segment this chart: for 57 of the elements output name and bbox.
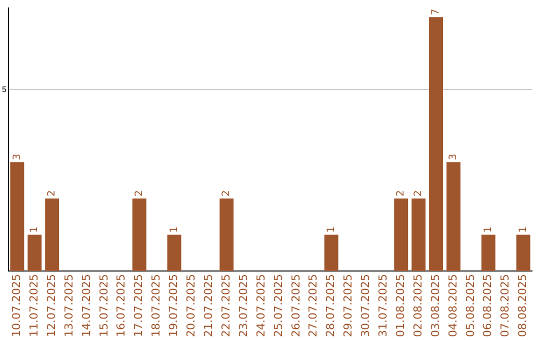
x-tick-label: 03.08.2025	[428, 274, 442, 338]
x-tick-label: 14.07.2025	[80, 274, 93, 338]
x-tick-label: 17.07.2025	[132, 274, 146, 338]
y-tick-label: 5	[2, 84, 7, 94]
data-label: 1	[168, 226, 180, 233]
data-label: 2	[413, 190, 424, 196]
data-label: 2	[396, 190, 407, 196]
x-tick-label: 24.07.2025	[254, 274, 268, 338]
x-tick-label: 04.08.2025	[446, 274, 460, 338]
x-tick-label: 31.07.2025	[376, 274, 390, 338]
data-label: 1	[482, 226, 494, 233]
bar	[28, 234, 42, 272]
x-tick-label: 05.08.2025	[464, 274, 477, 338]
x-tick-label: 20.07.2025	[184, 274, 198, 338]
x-tick-label: 01.08.2025	[394, 274, 407, 338]
data-label: 3	[12, 154, 23, 160]
x-tick-label: 18.07.2025	[150, 274, 163, 338]
x-tick-label: 15.07.2025	[97, 274, 110, 338]
x-tick-label: 08.08.2025	[516, 274, 530, 338]
bar	[167, 234, 182, 272]
x-tick-label: 30.07.2025	[359, 274, 372, 338]
x-tick-label: 27.07.2025	[306, 274, 320, 338]
bar	[324, 234, 338, 272]
data-label: 1	[518, 226, 529, 233]
x-tick-label: 12.07.2025	[44, 274, 58, 338]
bar	[516, 234, 530, 272]
data-label: 1	[29, 226, 40, 233]
bar	[429, 17, 443, 272]
x-tick-label: 11.07.2025	[27, 274, 40, 338]
x-tick-label: 21.07.2025	[202, 274, 216, 338]
bar	[45, 198, 60, 272]
data-label: 2	[46, 190, 58, 196]
x-tick-label: 22.07.2025	[219, 274, 232, 338]
bar	[220, 198, 234, 272]
bar	[446, 162, 460, 272]
x-tick-label: 07.08.2025	[498, 274, 512, 338]
bar	[481, 234, 496, 272]
x-tick-label: 13.07.2025	[62, 274, 76, 338]
x-tick-label: 23.07.2025	[236, 274, 250, 338]
data-label: 2	[221, 190, 232, 196]
x-tick-label: 26.07.2025	[289, 274, 302, 338]
x-tick-label: 02.08.2025	[411, 274, 424, 338]
bar	[10, 162, 24, 272]
x-tick-label: 10.07.2025	[10, 274, 24, 338]
bar	[132, 198, 146, 272]
x-tick-label: 29.07.2025	[342, 274, 355, 338]
data-label: 3	[448, 154, 460, 160]
data-label: 1	[326, 226, 337, 233]
x-tick-label: 19.07.2025	[167, 274, 180, 338]
x-tick-label: 16.07.2025	[114, 274, 128, 338]
bar	[394, 198, 408, 272]
x-tick-label: 06.08.2025	[481, 274, 494, 338]
data-label: 2	[134, 190, 145, 196]
data-label: 7	[430, 8, 442, 16]
bar	[412, 198, 426, 272]
x-tick-label: 25.07.2025	[272, 274, 285, 338]
x-tick-label: 28.07.2025	[324, 274, 338, 338]
